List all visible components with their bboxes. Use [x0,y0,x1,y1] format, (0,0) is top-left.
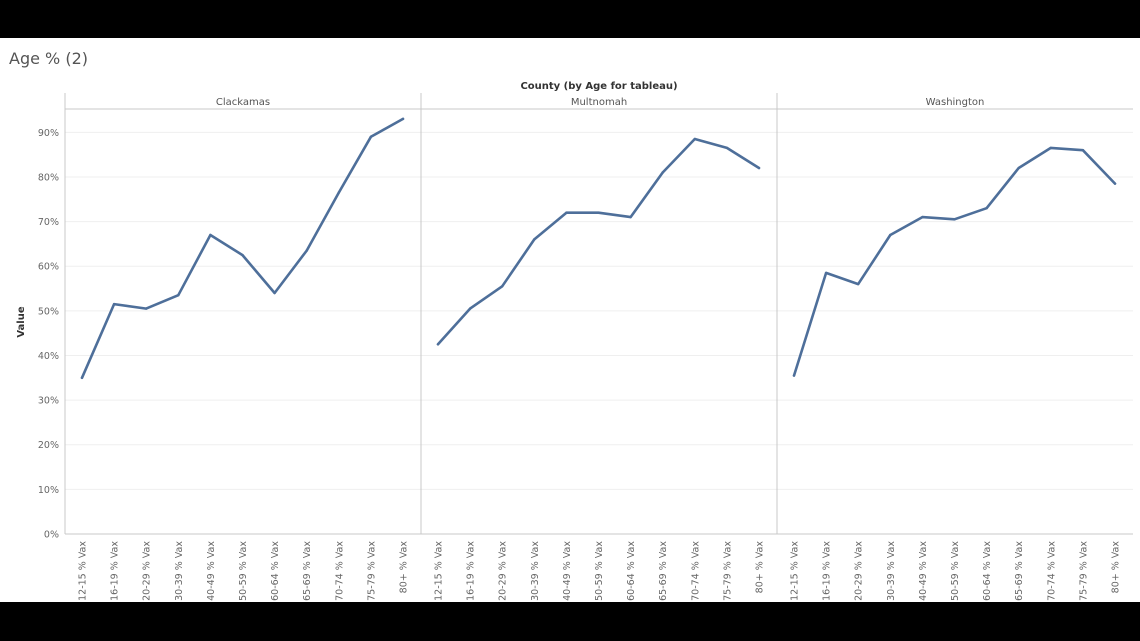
data-point [824,271,828,275]
data-point [1049,146,1053,150]
data-point [857,282,860,286]
data-point [209,233,212,237]
x-tick-label: 20-29 % Vax [142,541,153,601]
y-tick-label: 50% [38,306,59,317]
line-chart: County (by Age for tableau) Value 0% 10% 20%… [16,81,1133,601]
data-point [369,135,373,138]
x-tick-label: 60-64 % Vax [982,541,993,601]
x-tick-label: 50-59 % Vax [238,541,249,601]
y-axis-title: Value [16,306,27,337]
x-tick-label: 70-74 % Vax [334,541,345,601]
x-tick-label: 80+ % Vax [1111,541,1122,594]
data-point [468,307,472,310]
header-title: County (by Age for tableau) [520,81,677,92]
x-tick-label: 40-49 % Vax [206,541,217,601]
x-tick-label: 30-39 % Vax [530,541,541,601]
data-point [273,291,276,295]
x-tick-label: 75-79 % Vax [1078,541,1089,601]
x-tick-label: 80+ % Vax [755,541,766,594]
data-point [889,233,892,237]
data-point [629,215,632,219]
data-point [533,238,536,241]
x-tick-label: 50-59 % Vax [950,541,961,601]
data-point [305,249,308,252]
x-tick-label: 20-29 % Vax [498,541,509,601]
x-tick-label: 40-49 % Vax [562,541,573,601]
x-tick-label: 12-15 % Vax [78,541,89,601]
x-tick-label: 80+ % Vax [399,541,410,594]
x-tick-label: 65-69 % Vax [658,541,669,601]
panel-header-washington: Washington [926,97,985,108]
data-point [337,191,340,194]
x-tick-label: 16-19 % Vax [466,541,477,601]
data-point [80,376,84,379]
data-point [921,215,924,219]
data-point [401,117,405,121]
panel-header-multnomah: Multnomah [571,97,627,108]
data-point [1113,182,1117,185]
y-tick-label: 40% [38,351,59,362]
x-tick-label: 12-15 % Vax [434,541,445,601]
x-tick-label: 75-79 % Vax [722,541,733,601]
data-point [953,218,956,221]
x-tick-label: 30-39 % Vax [174,541,185,601]
y-tick-label: 60% [38,262,59,273]
x-tick-label: 16-19 % Vax [110,541,121,601]
x-tick-label: 16-19 % Vax [822,541,833,601]
x-tick-label: 60-64 % Vax [626,541,637,601]
data-point [1017,166,1020,170]
x-tick-label: 70-74 % Vax [1046,541,1057,601]
y-tick-label: 10% [38,485,59,496]
x-tick-label: 40-49 % Vax [918,541,929,601]
data-point [112,302,116,306]
data-point [1081,148,1085,152]
x-tick-label: 75-79 % Vax [366,541,377,601]
y-tick-label: 20% [38,440,59,451]
panel-header-clackamas: Clackamas [216,97,270,108]
data-point [565,211,568,214]
x-tick-label: 20-29 % Vax [854,541,865,601]
data-point [436,343,440,346]
x-tick-label: 65-69 % Vax [1014,541,1025,601]
y-tick-label: 30% [38,396,59,407]
data-point [145,307,148,310]
series-line-clackamas [80,117,405,380]
data-point [177,294,180,297]
data-point [693,137,696,141]
data-point [597,211,600,214]
viz-container: Age % (2) County (by Age for tableau) Val… [0,38,1140,602]
x-tick-label: 60-64 % Vax [270,541,281,601]
x-tick-label: 12-15 % Vax [790,541,801,601]
y-tick-label: 0% [44,530,59,541]
x-tick-label: 70-74 % Vax [690,541,701,601]
x-tick-label: 30-39 % Vax [886,541,897,601]
series-line-washington [792,146,1117,377]
x-tick-label: 50-59 % Vax [594,541,605,601]
y-tick-label: 90% [38,128,59,139]
data-point [241,253,244,257]
data-point [985,206,988,210]
data-point [792,374,796,377]
data-point [725,146,729,150]
data-point [757,166,761,170]
data-point [661,171,664,174]
y-tick-label: 70% [38,217,59,228]
sheet-title: Age % (2) [9,49,88,68]
x-tick-label: 65-69 % Vax [302,541,313,601]
y-tick-label: 80% [38,172,59,183]
series-line-multnomah [436,137,761,346]
data-point [501,285,504,288]
